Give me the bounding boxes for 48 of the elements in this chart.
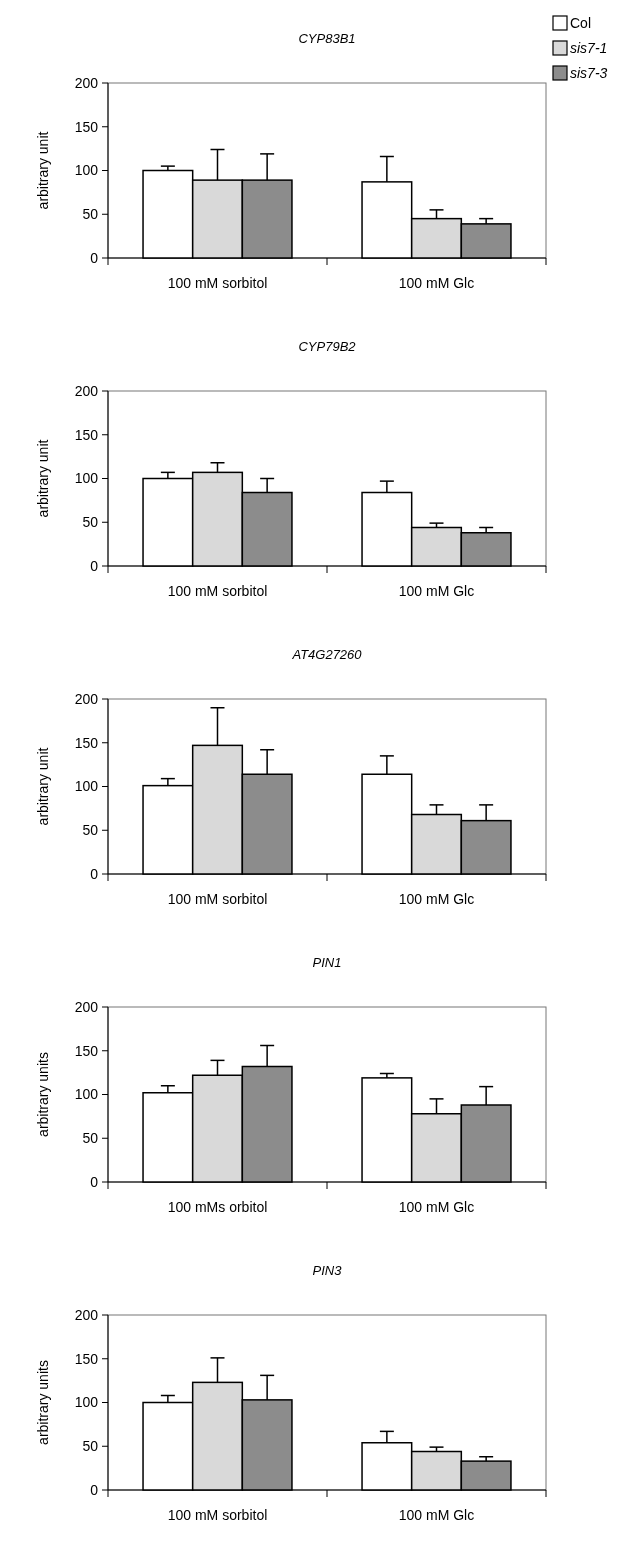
chart-title: PIN1 (312, 955, 342, 970)
y-tick-label: 50 (82, 822, 99, 839)
y-tick-label: 200 (74, 1306, 99, 1323)
y-tick-label: 100 (74, 778, 99, 795)
x-tick-label: 100 mMs orbitol (167, 1199, 268, 1215)
y-axis-title: arbitrary units (35, 1052, 51, 1137)
chart-title: CYP79B2 (298, 339, 357, 354)
y-tick-label: 100 (74, 162, 99, 179)
y-tick-label: 150 (74, 426, 99, 443)
chart-title: CYP83B1 (298, 31, 356, 46)
y-tick-label: 50 (82, 1438, 99, 1455)
y-axis-title: arbitrary unit (35, 131, 51, 210)
chart-title: PIN3 (312, 1263, 343, 1278)
y-tick-label: 200 (74, 382, 99, 399)
y-axis-title: arbitrary unit (35, 439, 51, 518)
y-tick-label: 0 (90, 249, 99, 266)
y-tick-label: 0 (90, 557, 99, 574)
x-tick-label: 100 mM Glc (398, 891, 475, 907)
y-tick-label: 0 (90, 1481, 99, 1498)
y-tick-label: 150 (74, 1350, 99, 1367)
x-tick-label: 100 mM Glc (398, 1507, 475, 1523)
y-axis-title: arbitrary units (35, 1360, 51, 1445)
y-tick-label: 100 (74, 470, 99, 487)
y-tick-label: 50 (82, 206, 99, 223)
y-tick-label: 50 (82, 514, 99, 531)
y-axis-title: arbitrary unit (35, 747, 51, 826)
legend-label: sis7-1 (570, 39, 608, 56)
y-tick-label: 100 (74, 1394, 99, 1411)
y-tick-label: 150 (74, 1042, 99, 1059)
y-tick-label: 0 (90, 1173, 99, 1190)
y-tick-label: 100 (74, 1086, 99, 1103)
y-tick-label: 150 (74, 118, 99, 135)
x-tick-label: 100 mM sorbitol (167, 891, 268, 907)
chart-title: AT4G27260 (291, 647, 363, 662)
y-tick-label: 200 (74, 998, 99, 1015)
y-tick-label: 200 (74, 74, 99, 91)
legend-label: sis7-3 (570, 64, 608, 81)
x-tick-label: 100 mM sorbitol (167, 1507, 268, 1523)
legend-label: Col (570, 14, 592, 31)
y-tick-label: 50 (82, 1130, 99, 1147)
x-tick-label: 100 mM sorbitol (167, 275, 268, 291)
y-tick-label: 150 (74, 734, 99, 751)
x-tick-label: 100 mM Glc (398, 1199, 475, 1215)
y-tick-label: 200 (74, 690, 99, 707)
x-tick-label: 100 mM sorbitol (167, 583, 268, 599)
y-tick-label: 0 (90, 865, 99, 882)
x-tick-label: 100 mM Glc (398, 583, 475, 599)
x-tick-label: 100 mM Glc (398, 275, 475, 291)
